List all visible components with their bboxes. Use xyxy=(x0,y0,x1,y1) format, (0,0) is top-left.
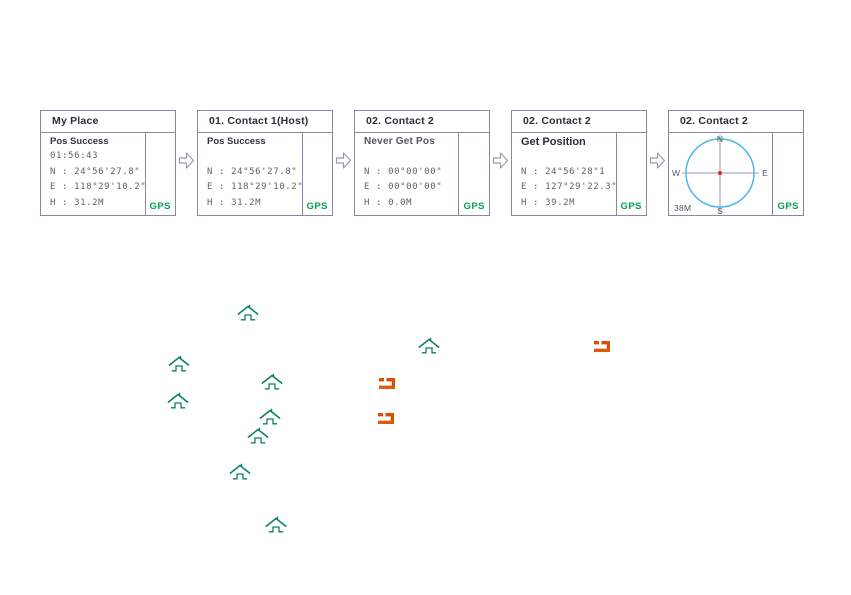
screen-contact1-host: 01. Contact 1(Host) Pos Success N : 24°5… xyxy=(197,110,333,216)
compass-north-label: N xyxy=(717,134,723,144)
compass-west-label: W xyxy=(672,168,680,178)
height-value: H : 31.2M xyxy=(207,197,262,208)
gps-badge: GPS xyxy=(463,201,485,212)
target-dot xyxy=(718,171,722,175)
screen-sidebar: GPS xyxy=(617,133,646,216)
gps-badge: GPS xyxy=(306,201,328,212)
status-text: Pos Success xyxy=(207,136,266,147)
house-marker-icon xyxy=(418,337,440,354)
house-marker-icon xyxy=(168,355,190,372)
latitude-value: N : 24°56'27.8" xyxy=(207,166,298,177)
position-readout: 01:56:43 N : 24°56'27.8" E : 118°29'10.2… xyxy=(50,149,147,211)
beacon-marker-icon xyxy=(378,413,394,424)
time-value: 01:56:43 xyxy=(50,151,99,161)
screen-sidebar: GPS xyxy=(303,133,332,216)
house-marker-icon xyxy=(237,304,259,321)
gps-badge: GPS xyxy=(777,201,799,212)
status-text: Pos Success xyxy=(50,136,109,147)
gps-badge: GPS xyxy=(620,201,642,212)
latitude-value: N : 24°56'28"1 xyxy=(521,166,606,177)
screen-title: My Place xyxy=(41,111,175,133)
beacon-marker-icon xyxy=(379,378,395,389)
latitude-value: N : 00°00'00" xyxy=(364,166,443,177)
screen-contact2-no-pos: 02. Contact 2 Never Get Pos N : 00°00'00… xyxy=(354,110,490,216)
screen-my-place: My Place Pos Success 01:56:43 N : 24°56'… xyxy=(40,110,176,216)
flow-arrow-right-icon xyxy=(335,152,352,169)
height-value: H : 0.0M xyxy=(364,197,413,208)
longitude-value: E : 118°29'10.2" xyxy=(50,182,147,192)
flow-arrow-right-icon xyxy=(649,152,666,169)
screen-sidebar: GPS xyxy=(146,133,175,216)
position-readout: N : 24°56'27.8" E : 118°29'10.2" H : 31.… xyxy=(207,165,304,212)
screen-contact2-compass: 02. Contact 2 N S W E 38M GPS xyxy=(668,110,804,216)
screen-content: Get Position N : 24°56'28"1 E : 127°29'2… xyxy=(512,133,617,216)
status-text: Never Get Pos xyxy=(364,136,435,147)
gps-badge: GPS xyxy=(149,201,171,212)
position-readout: N : 00°00'00" E : 00°00'00" H : 0.0M xyxy=(364,165,458,212)
screen-content: Pos Success 01:56:43 N : 24°56'27.8" E :… xyxy=(41,133,146,216)
longitude-value: E : 00°00'00" xyxy=(364,182,443,192)
height-value: H : 39.2M xyxy=(521,197,576,208)
compass-rose-icon: N S W E xyxy=(672,134,768,216)
screen-contact2-got-pos: 02. Contact 2 Get Position N : 24°56'28"… xyxy=(511,110,647,216)
height-value: H : 31.2M xyxy=(50,197,105,208)
house-marker-icon xyxy=(261,373,283,390)
flow-arrow-right-icon xyxy=(178,152,195,169)
latitude-value: N : 24°56'27.8" xyxy=(50,166,141,177)
screen-title: 01. Contact 1(Host) xyxy=(198,111,332,133)
screen-title: 02. Contact 2 xyxy=(512,111,646,133)
screen-sidebar: GPS xyxy=(459,133,489,216)
beacon-marker-icon xyxy=(594,341,610,352)
screen-title: 02. Contact 2 xyxy=(355,111,489,133)
house-marker-icon xyxy=(265,516,287,533)
position-readout: N : 24°56'28"1 E : 127°29'22.3" H : 39.2… xyxy=(521,165,618,212)
screen-sidebar: GPS xyxy=(773,133,803,216)
house-marker-icon xyxy=(259,408,281,425)
longitude-value: E : 127°29'22.3" xyxy=(521,182,618,192)
longitude-value: E : 118°29'10.2" xyxy=(207,182,304,192)
compass-south-label: S xyxy=(717,206,723,216)
flow-arrow-right-icon xyxy=(492,152,509,169)
house-marker-icon xyxy=(247,427,269,444)
house-marker-icon xyxy=(167,392,189,409)
screen-content: Never Get Pos N : 00°00'00" E : 00°00'00… xyxy=(355,133,460,216)
status-text: Get Position xyxy=(521,136,586,148)
compass-east-label: E xyxy=(762,168,768,178)
house-marker-icon xyxy=(229,463,251,480)
screen-title: 02. Contact 2 xyxy=(669,111,803,133)
screen-content: Pos Success N : 24°56'27.8" E : 118°29'1… xyxy=(198,133,303,216)
screen-content: N S W E 38M xyxy=(669,133,774,216)
distance-value: 38M xyxy=(674,203,692,213)
